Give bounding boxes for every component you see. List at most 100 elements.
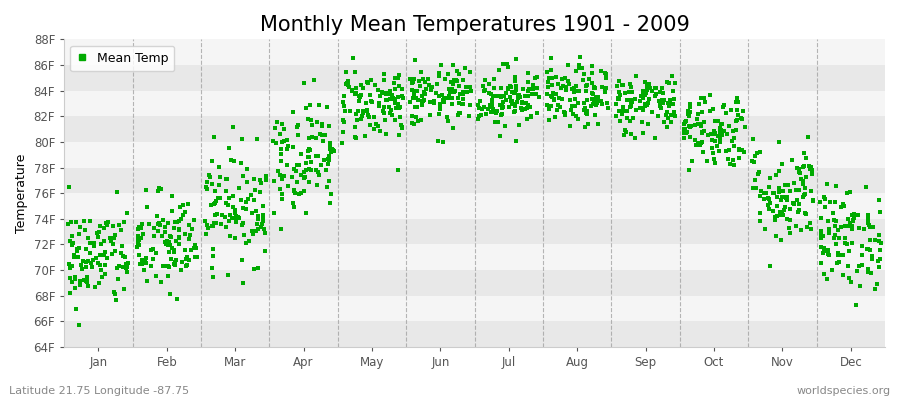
Point [223,212,238,218]
Point [287,204,302,210]
Point [724,138,739,144]
Point [374,89,389,95]
Point [478,77,492,83]
Point [84,260,98,266]
Point [662,101,676,108]
Point [98,248,112,255]
Point [404,80,419,86]
Point [200,186,214,192]
Point [327,147,341,153]
Legend: Mean Temp: Mean Temp [70,46,175,71]
Point [443,87,457,93]
Point [429,90,444,96]
Point [144,262,158,269]
Point [822,252,836,258]
Point [504,89,518,96]
Point [337,118,351,125]
Point [624,98,638,104]
Point [117,285,131,292]
Point [296,169,310,175]
Point [119,265,133,271]
Point [392,104,407,110]
Point [873,209,887,215]
Bar [64,142,885,168]
Point [529,74,544,80]
Bar [64,116,885,142]
Point [806,197,820,204]
Point [437,95,452,101]
Point [737,149,751,155]
Point [323,143,338,149]
Point [252,189,266,196]
Point [804,188,818,194]
Point [68,276,82,283]
Point [662,80,676,86]
Point [76,218,91,224]
Point [657,97,671,104]
Point [682,167,697,174]
Point [68,285,82,292]
Point [293,190,308,196]
Point [730,107,744,114]
Point [314,162,328,168]
Point [561,78,575,84]
Point [423,84,437,91]
Point [417,97,431,103]
Point [161,220,176,226]
Point [290,162,304,168]
Point [585,70,599,76]
Point [130,235,145,241]
Point [270,119,284,126]
Point [500,86,515,92]
Point [478,111,492,118]
Point [494,93,508,100]
Point [302,148,316,155]
Point [440,71,454,77]
Point [258,173,273,180]
Point [792,201,806,207]
Point [490,92,504,99]
Point [311,169,326,176]
Point [342,108,356,114]
Point [404,80,419,87]
Point [112,263,126,270]
Point [359,99,374,106]
Point [151,220,166,227]
Point [568,103,582,109]
Point [253,176,267,183]
Point [852,224,867,231]
Point [303,102,318,108]
Point [520,105,535,111]
Point [865,252,879,259]
Point [80,279,94,285]
Point [169,296,184,302]
Point [403,76,418,82]
Point [814,234,828,241]
Point [107,289,122,296]
Point [708,130,723,136]
Point [798,174,813,180]
Point [210,210,224,217]
Point [558,110,572,116]
Point [286,200,301,206]
Point [711,118,725,124]
Point [834,204,849,211]
Point [719,110,733,117]
Point [356,110,370,116]
Point [616,107,630,113]
Point [780,216,795,222]
Point [445,79,459,85]
Point [874,240,888,246]
Point [639,90,653,96]
Point [541,79,555,86]
Point [638,103,652,110]
Point [626,115,641,122]
Point [594,100,608,107]
Point [722,123,736,129]
Point [271,168,285,174]
Point [798,185,813,192]
Point [657,119,671,125]
Point [63,238,77,244]
Point [778,181,792,188]
Point [652,88,667,95]
